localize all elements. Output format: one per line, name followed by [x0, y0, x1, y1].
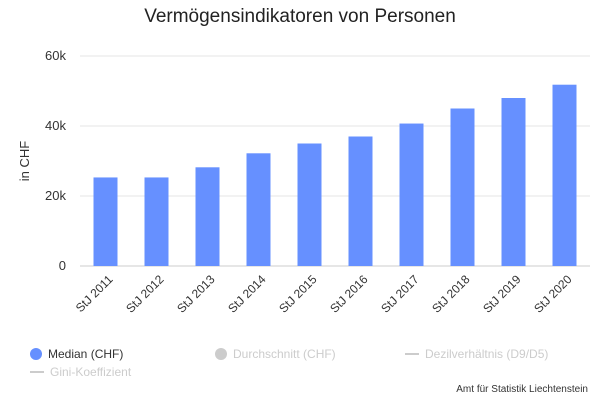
chart-title: Vermögensindikatoren von Personen — [144, 6, 456, 27]
bar — [450, 108, 475, 266]
y-tick-label: 0 — [59, 258, 66, 273]
x-tick-label: StJ 2020 — [531, 272, 575, 316]
bar — [501, 98, 526, 266]
y-tick-label: 40k — [45, 118, 66, 133]
bar — [144, 177, 169, 266]
y-axis-label: in CHF — [17, 141, 32, 182]
bar — [93, 177, 118, 266]
legend-line-icon — [405, 353, 419, 355]
bar-chart: 0 20k 40k 60k in CHF StJ 2011 StJ 2012 StJ 2013… — [17, 48, 590, 316]
bar — [399, 123, 424, 266]
x-tick-label: StJ 2018 — [429, 272, 473, 316]
legend-item-gini[interactable]: Gini-Koeffizient — [30, 363, 131, 381]
legend-label: Durchschnitt (CHF) — [233, 347, 336, 361]
legend-item-durchschnitt[interactable]: Durchschnitt (CHF) — [215, 345, 336, 363]
bar — [348, 136, 373, 266]
x-tick-label: StJ 2014 — [225, 272, 269, 316]
x-tick-label: StJ 2016 — [327, 272, 371, 316]
legend-dot-icon — [30, 348, 42, 360]
legend-dot-icon — [215, 348, 227, 360]
x-tick-label: StJ 2011 — [73, 272, 116, 315]
x-tick-label: StJ 2015 — [276, 272, 320, 316]
bar — [246, 153, 271, 266]
legend-label: Gini-Koeffizient — [50, 365, 132, 379]
legend-line-icon — [30, 371, 44, 373]
x-tick-label: StJ 2012 — [123, 272, 167, 316]
x-tick-label: StJ 2019 — [480, 272, 524, 316]
y-tick-label: 20k — [45, 188, 66, 203]
legend-label: Dezilverhältnis (D9/D5) — [425, 347, 549, 361]
bar — [552, 84, 577, 266]
y-tick-label: 60k — [45, 48, 66, 63]
x-tick-label: StJ 2017 — [378, 272, 422, 316]
bar — [297, 143, 322, 266]
legend-item-median[interactable]: Median (CHF) — [30, 345, 123, 363]
legend-label: Median (CHF) — [48, 347, 124, 361]
x-tick-label: StJ 2013 — [174, 272, 218, 316]
legend-item-dezilverhaeltnis[interactable]: Dezilverhältnis (D9/D5) — [405, 345, 548, 363]
bar — [195, 167, 220, 266]
credit-link[interactable]: Amt für Statistik Liechtenstein — [456, 384, 588, 395]
